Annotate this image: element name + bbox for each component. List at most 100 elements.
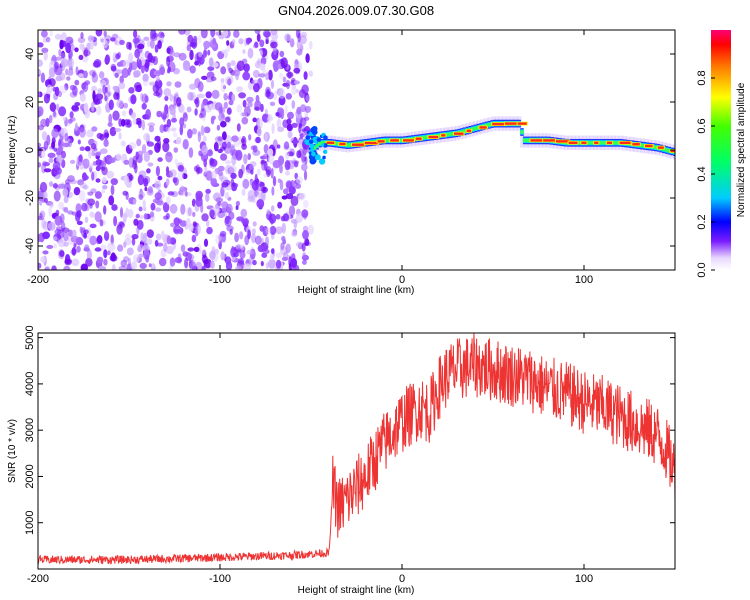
ridge-band xyxy=(522,138,527,143)
noise-speckle xyxy=(296,48,303,56)
noise-speckle xyxy=(91,171,95,181)
noise-speckle xyxy=(60,213,65,223)
y-tick-label: 2000 xyxy=(24,464,36,488)
noise-speckle xyxy=(177,253,182,262)
noise-speckle xyxy=(285,170,291,176)
noise-speckle xyxy=(247,48,254,59)
noise-speckle xyxy=(42,191,48,200)
snr-series-line xyxy=(38,333,675,565)
noise-speckle xyxy=(149,81,156,86)
noise-speckle xyxy=(49,202,54,208)
noise-speckle xyxy=(279,179,284,191)
colorbar-label: Normalized spectral amplitude xyxy=(736,82,747,217)
noise-speckle xyxy=(60,52,66,59)
noise-speckle xyxy=(238,38,244,45)
noise-speckle xyxy=(302,252,307,258)
noise-speckle xyxy=(301,242,306,252)
noise-speckle xyxy=(57,90,63,98)
noise-speckle xyxy=(196,167,203,174)
noise-speckle xyxy=(98,265,106,270)
noise-speckle xyxy=(86,129,94,138)
noise-speckle xyxy=(210,260,215,269)
noise-speckle xyxy=(233,140,240,147)
noise-speckle xyxy=(211,170,218,179)
noise-speckle xyxy=(296,106,302,115)
noise-speckle xyxy=(252,69,260,78)
noise-speckle xyxy=(92,90,96,102)
y-tick-label: 40 xyxy=(24,48,36,60)
noise-speckle xyxy=(272,176,277,187)
noise-speckle xyxy=(261,252,268,258)
noise-speckle xyxy=(103,129,109,140)
colorbar-gradient xyxy=(711,30,731,270)
noise-speckle xyxy=(186,106,192,113)
onset-cluster xyxy=(309,143,315,149)
noise-speckle xyxy=(48,221,56,231)
noise-speckle xyxy=(277,201,283,209)
noise-speckle xyxy=(154,180,161,190)
noise-speckle xyxy=(242,217,249,227)
colorbar-tick-label: 0.0 xyxy=(696,262,708,277)
noise-speckle xyxy=(69,159,76,164)
noise-speckle xyxy=(194,108,198,116)
noise-speckle xyxy=(40,72,46,83)
noise-speckle xyxy=(209,209,215,218)
noise-speckle xyxy=(166,56,171,67)
noise-speckle xyxy=(138,59,142,70)
noise-speckle xyxy=(56,229,65,239)
noise-speckle xyxy=(87,191,94,196)
noise-speckle xyxy=(67,118,73,124)
noise-speckle xyxy=(43,162,50,167)
noise-speckle xyxy=(91,150,95,157)
noise-speckle xyxy=(165,178,170,186)
noise-speckle xyxy=(86,249,92,261)
noise-speckle xyxy=(71,247,77,256)
noise-speckle xyxy=(247,101,253,108)
noise-speckle xyxy=(82,49,91,57)
noise-speckle xyxy=(278,87,286,99)
noise-speckle xyxy=(153,91,161,97)
noise-speckle xyxy=(85,257,93,267)
noise-speckle xyxy=(205,91,212,99)
noise-speckle xyxy=(223,85,226,90)
noise-speckle xyxy=(276,144,281,149)
y-tick-label: 0 xyxy=(24,147,36,153)
noise-speckle xyxy=(89,211,95,218)
noise-speckle xyxy=(223,101,228,109)
noise-speckle xyxy=(207,149,213,157)
noise-speckle xyxy=(279,163,283,174)
noise-speckle xyxy=(293,80,300,85)
ridge-band xyxy=(386,138,390,143)
onset-cluster xyxy=(320,143,325,147)
noise-speckle xyxy=(260,57,267,65)
noise-speckle xyxy=(191,234,197,243)
noise-speckle xyxy=(242,49,246,54)
noise-speckle xyxy=(61,227,70,233)
noise-speckle xyxy=(302,230,309,240)
noise-speckle xyxy=(169,107,176,116)
noise-speckle xyxy=(243,153,248,165)
noise-speckle xyxy=(238,168,244,179)
noise-speckle xyxy=(248,134,252,141)
noise-speckle xyxy=(147,162,154,167)
noise-speckle xyxy=(96,132,103,139)
snr-x-axis-label: Height of straight line (km) xyxy=(298,585,415,596)
noise-speckle xyxy=(256,199,265,209)
noise-speckle xyxy=(236,123,241,132)
noise-speckle xyxy=(238,258,244,265)
ridge-peak-core xyxy=(504,122,517,125)
noise-speckle xyxy=(141,103,147,110)
noise-speckle xyxy=(143,132,151,142)
noise-speckle xyxy=(122,212,127,223)
noise-speckle xyxy=(268,213,277,224)
ridge-band xyxy=(315,144,319,148)
noise-speckle xyxy=(252,145,258,153)
noise-speckle xyxy=(301,152,305,164)
ridge-band xyxy=(446,132,450,137)
ridge-band xyxy=(424,135,429,139)
noise-speckle xyxy=(99,219,104,227)
noise-speckle xyxy=(258,73,266,78)
y-tick-label: 5000 xyxy=(24,325,36,349)
noise-speckle xyxy=(73,242,77,248)
noise-speckle xyxy=(161,110,167,116)
